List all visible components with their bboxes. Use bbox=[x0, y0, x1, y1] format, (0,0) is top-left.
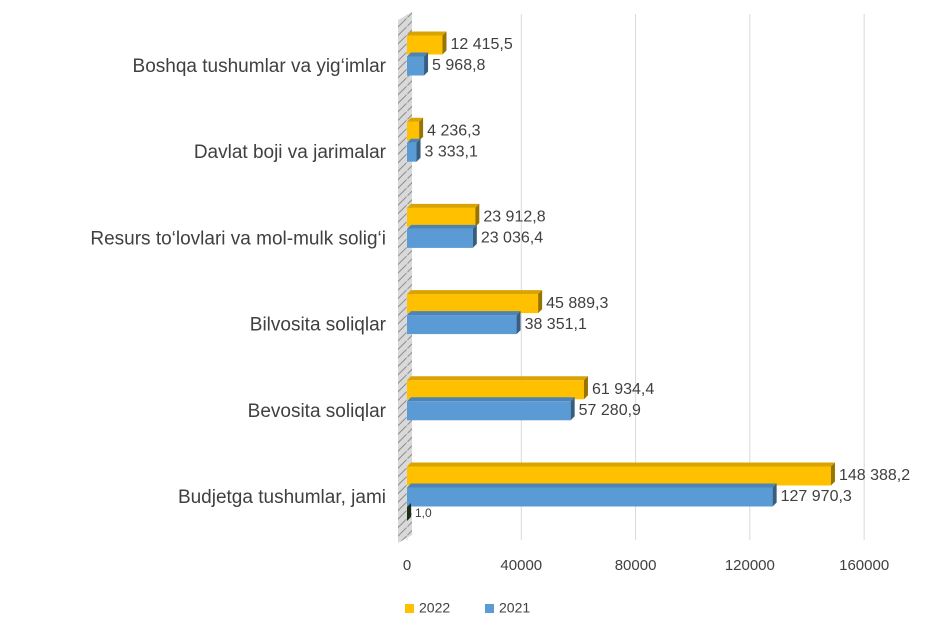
bar bbox=[407, 315, 517, 334]
bar-edge bbox=[517, 311, 521, 334]
y-tick-label: Bilvosita soliqlar bbox=[250, 315, 387, 336]
bar bbox=[407, 143, 417, 162]
value-label: 5 968,8 bbox=[432, 57, 485, 74]
bar-edge bbox=[407, 463, 835, 467]
value-label: 4 236,3 bbox=[427, 122, 480, 139]
bar-edge bbox=[417, 139, 421, 162]
bar bbox=[407, 294, 538, 313]
x-tick-label: 160000 bbox=[839, 557, 889, 574]
bar-edge bbox=[407, 204, 479, 208]
bar-edge bbox=[407, 397, 575, 401]
x-tick-label: 80000 bbox=[615, 557, 657, 574]
legend-swatch bbox=[485, 604, 494, 613]
value-label: 61 934,4 bbox=[592, 381, 654, 398]
value-label: 3 333,1 bbox=[425, 143, 478, 160]
y-tick-label: Budjetga tushumlar, jami bbox=[178, 487, 386, 508]
bar-edge bbox=[424, 53, 428, 76]
bar-edge bbox=[831, 463, 835, 486]
bar bbox=[407, 36, 442, 55]
bar-edge bbox=[407, 376, 588, 380]
bar bbox=[407, 380, 584, 399]
bar-edge bbox=[419, 118, 423, 141]
bar-edge bbox=[407, 484, 777, 488]
value-label: 23 036,4 bbox=[481, 230, 543, 247]
y-tick-label: Boshqa tushumlar va yig‘imlar bbox=[133, 56, 387, 77]
bar-edge bbox=[407, 32, 446, 36]
x-tick-label: 0 bbox=[403, 557, 411, 574]
legend-label: 2021 bbox=[499, 600, 530, 616]
bar bbox=[407, 122, 419, 141]
bar-edge bbox=[407, 290, 542, 294]
bar-edge bbox=[407, 311, 521, 315]
y-tick-label: Davlat boji va jarimalar bbox=[194, 142, 387, 163]
x-tick-label: 120000 bbox=[725, 557, 775, 574]
bar-edge bbox=[773, 484, 777, 507]
bar bbox=[407, 488, 773, 507]
bar-edge bbox=[442, 32, 446, 55]
x-tick-label: 40000 bbox=[500, 557, 542, 574]
bar-edge bbox=[538, 290, 542, 313]
legend-label: 2022 bbox=[419, 600, 450, 616]
value-label: 57 280,9 bbox=[579, 402, 641, 419]
legend-swatch bbox=[405, 604, 414, 613]
bar bbox=[407, 401, 571, 420]
value-label: 127 970,3 bbox=[781, 488, 852, 505]
bar-edge bbox=[584, 376, 588, 399]
bar-edge bbox=[571, 397, 575, 420]
bar-edge bbox=[475, 204, 479, 227]
value-label: 23 912,8 bbox=[483, 209, 545, 226]
bar bbox=[407, 467, 831, 486]
y-tick-label: Resurs to‘lovlari va mol-mulk solig‘i bbox=[90, 228, 386, 249]
bar-edge bbox=[473, 225, 477, 248]
value-label: 148 388,2 bbox=[839, 467, 910, 484]
value-label: 38 351,1 bbox=[525, 316, 587, 333]
value-label: 1,0 bbox=[415, 506, 432, 520]
chart-wall bbox=[398, 12, 412, 543]
bar bbox=[407, 229, 473, 248]
value-label: 12 415,5 bbox=[450, 36, 512, 53]
bar bbox=[407, 208, 475, 227]
value-label: 45 889,3 bbox=[546, 295, 608, 312]
y-tick-label: Bevosita soliqlar bbox=[248, 401, 387, 422]
bar bbox=[407, 57, 424, 76]
bar-edge bbox=[407, 225, 477, 229]
